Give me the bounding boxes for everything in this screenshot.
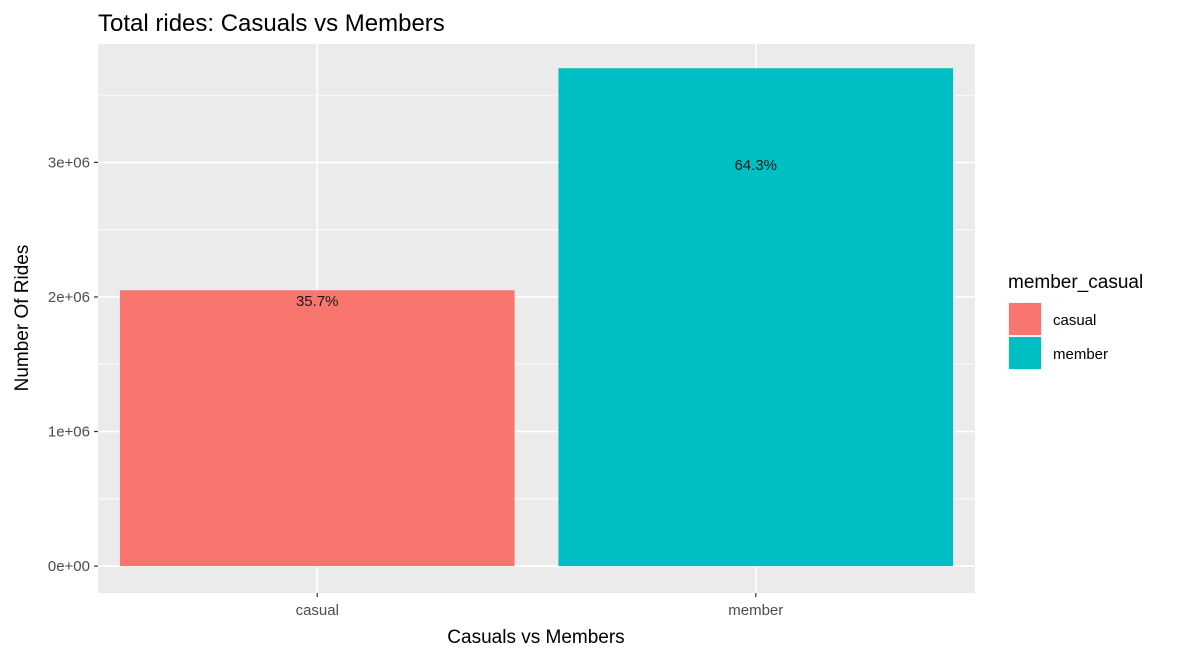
legend: member_casual casual member (1008, 272, 1143, 370)
legend-swatch-member (1009, 337, 1041, 369)
bar-member (558, 68, 954, 567)
legend-title: member_casual (1008, 272, 1143, 293)
y-tick-label: 3e+06 (48, 154, 90, 171)
legend-label-member: member (1053, 346, 1108, 363)
y-axis: 0e+00 1e+06 2e+06 3e+06 (48, 154, 98, 575)
legend-items: casual member (1008, 302, 1108, 370)
x-axis-title: Casuals vs Members (447, 627, 624, 648)
data-labels: 35.7% 64.3% (296, 157, 777, 310)
bars (119, 68, 954, 567)
bar-casual (119, 290, 515, 567)
y-tick-label: 1e+06 (48, 424, 90, 441)
x-tick-label: member (728, 602, 783, 619)
x-axis: casual member (296, 593, 783, 619)
chart-title: Total rides: Casuals vs Members (98, 10, 445, 37)
x-tick-label: casual (296, 602, 339, 619)
data-label-member: 64.3% (734, 157, 777, 174)
data-label-casual: 35.7% (296, 293, 339, 310)
y-tick-label: 2e+06 (48, 289, 90, 306)
y-axis-title: Number Of Rides (12, 245, 33, 392)
y-tick-label: 0e+00 (48, 558, 90, 575)
legend-label-casual: casual (1053, 312, 1096, 329)
legend-swatch-casual (1009, 303, 1041, 335)
